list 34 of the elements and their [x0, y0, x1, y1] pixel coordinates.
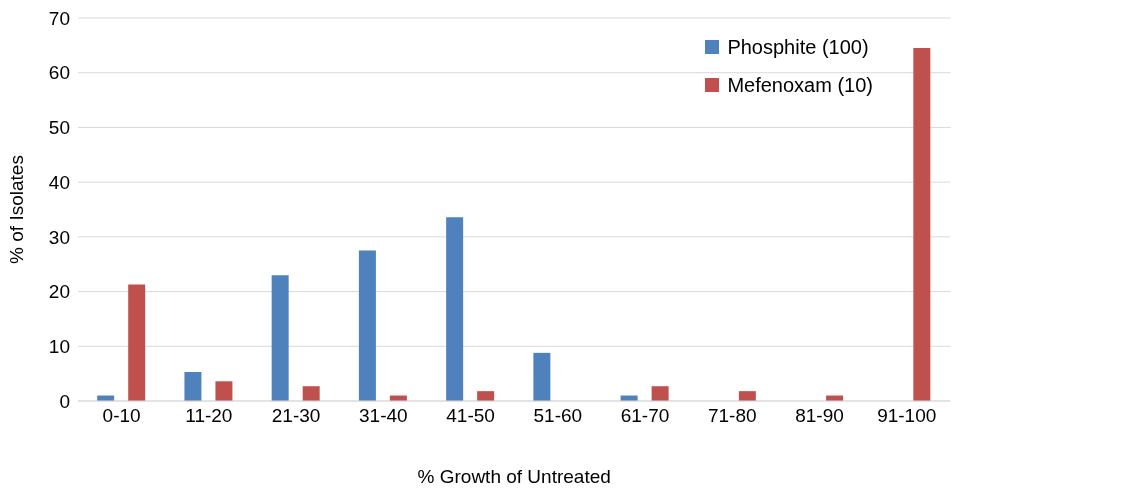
bar — [477, 391, 495, 401]
x-tick-label: 11-20 — [185, 405, 233, 427]
y-tick-label: 10 — [48, 336, 70, 358]
x-tick-label: 71-80 — [707, 405, 757, 427]
x-tick-label: 41-50 — [446, 405, 495, 427]
y-tick-label: 50 — [48, 117, 70, 139]
bar — [302, 386, 320, 401]
x-tick-label: 21-30 — [271, 405, 321, 427]
bar — [446, 217, 464, 401]
x-tick-label: 0-10 — [102, 405, 141, 427]
bar — [271, 275, 289, 401]
bar — [533, 352, 551, 401]
bar — [358, 250, 376, 401]
x-tick-label: 81-90 — [795, 405, 844, 427]
y-tick-label: 60 — [48, 62, 70, 84]
bar — [128, 284, 146, 401]
legend-label: Phosphite (100) — [727, 35, 869, 59]
bar — [738, 391, 756, 401]
y-tick-label: 20 — [48, 281, 70, 303]
x-tick-label: 51-60 — [533, 405, 583, 427]
y-tick-label: 30 — [48, 226, 70, 248]
legend-label: Mefenoxam (10) — [727, 73, 873, 97]
bar — [651, 386, 669, 401]
y-tick-label: 40 — [48, 171, 70, 193]
bar — [215, 381, 233, 401]
bar — [913, 48, 931, 401]
bar — [184, 372, 202, 401]
x-tick-label: 31-40 — [359, 405, 408, 427]
y-axis-title: % of Isolates — [5, 155, 27, 264]
x-tick-label: 91-100 — [877, 405, 937, 427]
y-tick-label: 0 — [59, 390, 70, 412]
x-tick-label: 61-70 — [620, 405, 670, 427]
y-tick-label: 70 — [48, 7, 70, 29]
x-axis-title: % Growth of Untreated — [417, 466, 611, 487]
